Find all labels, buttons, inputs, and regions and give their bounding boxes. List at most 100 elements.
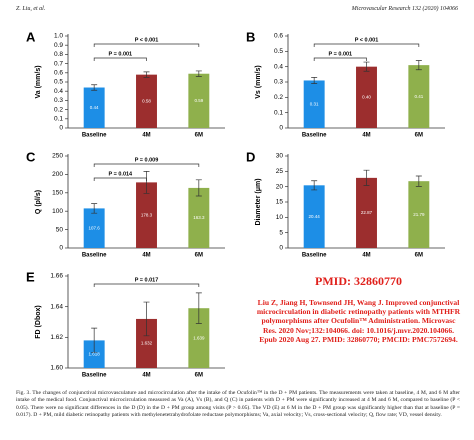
- y-tick-label: 30: [276, 153, 284, 160]
- error-bar: [91, 327, 98, 354]
- y-tick-label: 150: [52, 190, 63, 197]
- x-tick-label: Baseline: [302, 133, 327, 139]
- error-bar: [195, 292, 202, 324]
- x-tick-label: 4M: [142, 253, 150, 259]
- value-label: 21.79: [413, 212, 425, 217]
- significance-label: P = 0.017: [135, 277, 159, 283]
- value-label: 20.44: [309, 214, 321, 219]
- error-bar: [143, 301, 150, 337]
- y-axis-label: Va (mm/s): [35, 65, 42, 98]
- y-axis-label: Vs (mm/s): [255, 65, 262, 98]
- figure-caption: Fig. 3. The changes of conjunctival micr…: [16, 390, 460, 419]
- x-tick-label: 6M: [195, 373, 203, 379]
- y-tick-label: 15: [276, 199, 284, 206]
- panel-label: C: [26, 149, 36, 164]
- error-bar: [311, 180, 318, 191]
- value-label: 0.41: [414, 94, 423, 99]
- y-tick-label: 5: [279, 229, 283, 236]
- bar-chart: A Va (mm/s) 0 0.1 0.2 0.3 0.4 0.5 0.6 0.7 0.8 0.9 1.…: [26, 29, 225, 139]
- running-head-journal: Microvascular Research 132 (2020) 104066: [351, 6, 458, 12]
- x-tick-label: Baseline: [302, 253, 327, 259]
- bar-chart: B Vs (mm/s) 0 0.1 0.2 0.3 0.4 0.5 0.6 Baseline 0.3…: [246, 29, 445, 139]
- y-tick-label: 20: [276, 183, 284, 190]
- value-label: 0.31: [310, 101, 319, 106]
- bar: [188, 187, 210, 248]
- y-tick-label: 0.3: [54, 97, 63, 104]
- y-tick-label: 0: [59, 125, 63, 132]
- bar: [303, 80, 325, 128]
- error-bar: [195, 70, 202, 77]
- error-bar: [143, 71, 150, 78]
- significance-label: P = 0.009: [135, 157, 159, 163]
- significance-bracket: [93, 177, 147, 181]
- value-label: 0.58: [142, 99, 151, 104]
- x-tick-label: Baseline: [82, 373, 107, 379]
- y-tick-label: 1.0: [54, 33, 63, 40]
- x-tick-label: 4M: [362, 253, 370, 259]
- pmid-title: PMID: 32860770: [315, 274, 402, 288]
- pmid-citation: Liu Z, Jiang H, Townsend JH, Wang J. Imp…: [256, 298, 461, 344]
- y-tick-label: 0.9: [54, 42, 63, 49]
- y-tick-label: 100: [52, 208, 63, 215]
- significance-label: P < 0.001: [135, 37, 159, 43]
- panel-label: D: [246, 149, 255, 164]
- y-tick-label: 1.66: [50, 273, 63, 280]
- y-tick-label: 0: [59, 245, 63, 252]
- bar: [83, 340, 105, 368]
- significance-label: P < 0.001: [355, 37, 379, 43]
- significance-label: P = 0.001: [109, 51, 133, 57]
- panel-label: A: [26, 29, 36, 44]
- error-bar: [415, 60, 422, 71]
- x-tick-label: 6M: [195, 253, 203, 259]
- y-tick-label: 0: [279, 125, 283, 132]
- significance-bracket: [93, 163, 200, 167]
- y-tick-label: 0.3: [274, 79, 283, 86]
- value-label: 1.632: [141, 341, 153, 346]
- significance-label: P = 0.001: [329, 51, 353, 57]
- x-tick-label: 4M: [142, 133, 150, 139]
- significance-bracket: [93, 283, 200, 287]
- x-tick-label: 6M: [415, 133, 423, 139]
- bar: [136, 318, 157, 368]
- y-tick-label: 0.6: [54, 70, 63, 77]
- value-label: 178.3: [141, 212, 153, 217]
- x-tick-label: 4M: [362, 133, 370, 139]
- panel-label: E: [26, 269, 35, 284]
- value-label: 0.40: [362, 95, 371, 100]
- error-bar: [195, 179, 202, 197]
- bar: [356, 66, 377, 128]
- y-tick-label: 1.62: [50, 334, 63, 341]
- value-label: 163.3: [193, 215, 205, 220]
- y-tick-label: 0.1: [274, 109, 283, 116]
- y-tick-label: 50: [56, 226, 64, 233]
- running-head-authors: Z. Liu, et al.: [16, 6, 46, 12]
- y-tick-label: 1.64: [50, 303, 63, 310]
- bar: [136, 182, 157, 248]
- y-tick-label: 0.5: [274, 48, 283, 55]
- significance-label: P = 0.014: [109, 171, 134, 177]
- bar: [408, 181, 430, 248]
- value-label: 22.87: [361, 210, 373, 215]
- y-axis-label: FD (Dbox): [35, 305, 42, 338]
- significance-bracket: [313, 43, 420, 47]
- x-tick-label: 4M: [142, 373, 150, 379]
- x-tick-label: Baseline: [82, 133, 107, 139]
- y-tick-label: 25: [276, 168, 284, 175]
- y-tick-label: 0.1: [54, 116, 63, 123]
- significance-bracket: [313, 57, 367, 61]
- error-bar: [363, 169, 370, 186]
- error-bar: [363, 61, 370, 72]
- y-tick-label: 0.2: [54, 106, 63, 113]
- error-bar: [311, 77, 318, 84]
- y-tick-label: 0.2: [274, 94, 283, 101]
- y-tick-label: 0.6: [274, 33, 283, 40]
- y-tick-label: 200: [52, 171, 63, 178]
- y-tick-label: 0.7: [54, 60, 63, 67]
- y-tick-label: 0: [279, 245, 283, 252]
- citation-block: PMID: 32860770 Liu Z, Jiang H, Townsend …: [256, 274, 461, 344]
- bar: [188, 308, 210, 368]
- y-tick-label: 0.4: [54, 88, 63, 95]
- bar: [83, 208, 105, 248]
- bar: [356, 177, 377, 248]
- y-tick-label: 0.4: [274, 63, 283, 70]
